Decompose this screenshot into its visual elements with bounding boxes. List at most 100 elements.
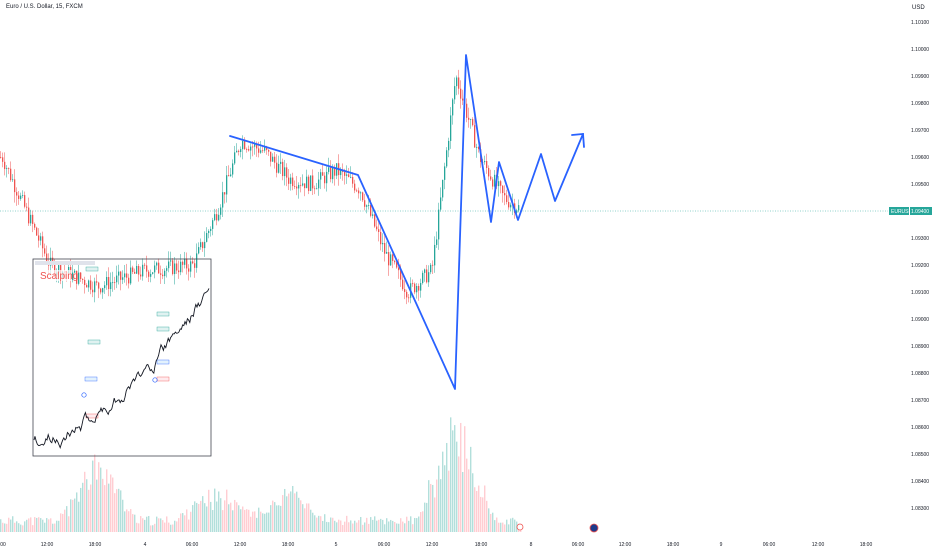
price-tick-label: 1.08700	[911, 398, 929, 404]
inset-tag-2	[87, 339, 101, 345]
candle-body	[30, 214, 32, 224]
volume-bar	[144, 519, 146, 532]
price-tag-label: 1.09400	[911, 209, 929, 215]
volume-bar	[504, 524, 506, 532]
candle-body	[290, 177, 292, 184]
volume-bar	[500, 522, 502, 532]
inset-tag-6	[156, 326, 170, 332]
volume-bar	[184, 515, 186, 532]
candle-body	[324, 175, 326, 184]
volume-bar	[348, 522, 350, 532]
candle-body	[442, 179, 444, 198]
volume-bar	[352, 523, 354, 532]
volume-bar	[84, 471, 86, 532]
volume-bar	[328, 522, 330, 532]
candle-body	[38, 235, 40, 241]
price-tick-label: 1.10100	[911, 20, 929, 26]
volume-bar	[222, 510, 224, 532]
volume-bar	[324, 514, 326, 532]
volume-bar	[282, 495, 284, 532]
volume-bar	[496, 517, 498, 532]
volume-bar	[230, 502, 232, 532]
scalping-inset: Scalping	[32, 258, 212, 457]
time-tick-label: 9	[720, 542, 723, 548]
candle-body	[14, 179, 16, 193]
volume-bar	[474, 487, 476, 532]
axis-markers	[516, 523, 599, 533]
volume-bar	[514, 519, 516, 532]
candle-body	[452, 99, 454, 116]
candle-body	[368, 205, 370, 206]
price-tick-label: 1.09700	[911, 128, 929, 134]
volume-bar	[378, 519, 380, 532]
volume-bar	[434, 497, 436, 532]
volume-bar	[168, 522, 170, 532]
candle-body	[302, 183, 304, 186]
event-marker-2[interactable]	[589, 523, 599, 533]
volume-bar	[2, 522, 4, 532]
candle-body	[462, 98, 464, 101]
candle-body	[152, 272, 154, 274]
volume-bar	[54, 523, 56, 532]
event-marker-1[interactable]	[516, 523, 524, 531]
volume-bar	[162, 520, 164, 532]
volume-bar	[252, 511, 254, 532]
volume-bar	[254, 511, 256, 532]
candle-body	[414, 283, 416, 293]
volume-bar	[472, 473, 474, 532]
volume-bar	[510, 518, 512, 532]
volume-bar	[244, 509, 246, 532]
candle-body	[202, 242, 204, 249]
volume-bar	[280, 505, 282, 532]
candle-body	[150, 273, 152, 277]
candle-body	[218, 214, 220, 221]
candle-body	[22, 195, 24, 196]
volume-bar	[66, 506, 68, 532]
volume-bar	[288, 493, 290, 532]
candle-body	[8, 168, 10, 169]
volume-bar	[314, 515, 316, 532]
volume-bar	[466, 458, 468, 532]
candle-body	[44, 248, 46, 254]
volume-bar	[388, 521, 390, 532]
candle-body	[194, 263, 196, 268]
candle-body	[2, 157, 4, 162]
volume-bar	[296, 491, 298, 532]
volume-bar	[206, 506, 208, 532]
volume-bar	[432, 484, 434, 532]
volume-bar	[82, 482, 84, 532]
candle-body	[230, 174, 232, 177]
volume-bar	[344, 521, 346, 532]
volume-bar	[276, 505, 278, 532]
volume-bar	[10, 519, 12, 532]
candle-body	[418, 285, 420, 291]
candle-body	[192, 261, 194, 264]
candle-body	[34, 223, 36, 228]
volume-bar	[492, 512, 494, 532]
candle-body	[42, 236, 44, 249]
candle-body	[190, 261, 192, 272]
projection-line[interactable]	[229, 54, 584, 390]
candle-body	[0, 157, 2, 158]
volume-bar	[236, 502, 238, 532]
volume-bar	[362, 524, 364, 532]
candle-body	[138, 265, 140, 275]
candle-body	[200, 242, 202, 248]
inset-frame	[32, 258, 212, 457]
volume-bar	[226, 489, 228, 532]
volume-bar	[408, 520, 410, 532]
time-axis[interactable]: 00 12:00 18:00 4 06:00 12:00 18:00 5 06:00 12:00 1…	[0, 542, 872, 548]
volume-bar	[368, 523, 370, 532]
projection-path[interactable]	[229, 54, 585, 390]
time-tick-label: 00	[0, 542, 6, 548]
candle-body	[288, 177, 290, 184]
candle-body	[52, 257, 54, 263]
projection-arrowhead[interactable]	[571, 133, 585, 148]
volume-bar	[38, 517, 40, 532]
candle-body	[472, 119, 474, 126]
price-axis[interactable]: 1.10100 1.10000 1.09900 1.09800 1.09700 1.096…	[911, 20, 929, 512]
volume-bar	[86, 479, 88, 532]
volume-bar	[174, 520, 176, 532]
